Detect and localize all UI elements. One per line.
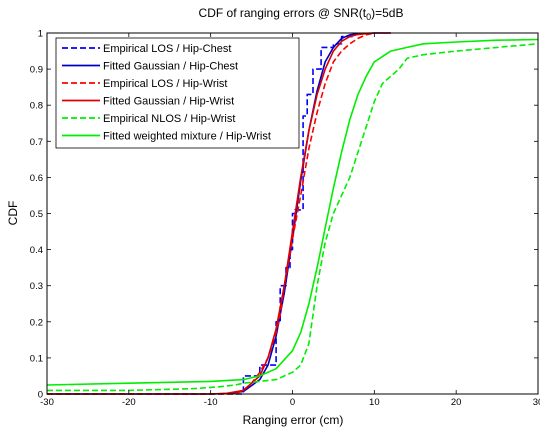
y-tick-label: 0.9 — [30, 65, 43, 76]
x-tick-label: 30 — [533, 397, 540, 408]
series-line-6 — [46, 38, 539, 386]
y-tick-label: 0.6 — [30, 173, 43, 184]
chart-title-subscript: 0 — [366, 12, 371, 22]
y-tick-label: 0.3 — [30, 281, 43, 292]
series-line-4 — [47, 32, 391, 395]
legend: Empirical LOS / Hip-Chest Fitted Gaussian… — [55, 37, 300, 149]
legend-box — [55, 37, 300, 149]
legend-label-2: Fitted Gaussian / Hip-Chest — [103, 61, 238, 73]
x-tick-label: 20 — [451, 397, 462, 408]
y-tick-label: 0.2 — [30, 317, 43, 328]
series-layer — [46, 32, 539, 395]
legend-label-4: Fitted Gaussian / Hip-Wrist — [103, 96, 234, 108]
legend-label-6: Fitted weighted mixture / Hip-Wrist — [103, 131, 271, 143]
chart-title-tail: )=5dB — [371, 6, 403, 20]
x-tick-label: -20 — [122, 397, 136, 408]
y-tick-label: 0.8 — [30, 101, 43, 112]
chart-title-main: CDF of ranging errors @ SNR(t — [199, 6, 367, 20]
x-tick-label: 10 — [369, 397, 380, 408]
legend-label-1: Empirical LOS / Hip-Chest — [103, 43, 231, 55]
legend-label-5: Empirical NLOS / Hip-Wrist — [103, 113, 235, 125]
x-tick-label: 0 — [290, 397, 295, 408]
y-tick-label: 0 — [38, 390, 43, 401]
series-line-3 — [47, 32, 375, 395]
y-tick-label: 1 — [38, 29, 43, 40]
y-tick-label: 0.5 — [30, 209, 43, 220]
series-line-5 — [47, 43, 539, 392]
x-axis-title: Ranging error (cm) — [243, 413, 344, 427]
y-tick-label: 0.4 — [30, 245, 43, 256]
y-tick-label: 0.7 — [30, 137, 43, 148]
y-tick-label: 0.1 — [30, 353, 43, 364]
legend-label-3: Empirical LOS / Hip-Wrist — [103, 78, 227, 90]
ticks-layer: -30 -20 -10 0 10 20 30 0 0.1 0.2 0.3 0.4 0.5 0.6 0.7 0.… — [30, 29, 540, 409]
chart-title: CDF of ranging errors @ SNR(t0)=5dB — [199, 6, 404, 22]
x-tick-label: -10 — [204, 397, 218, 408]
x-tick-label: -30 — [40, 397, 54, 408]
y-axis-title: CDF — [6, 201, 20, 226]
